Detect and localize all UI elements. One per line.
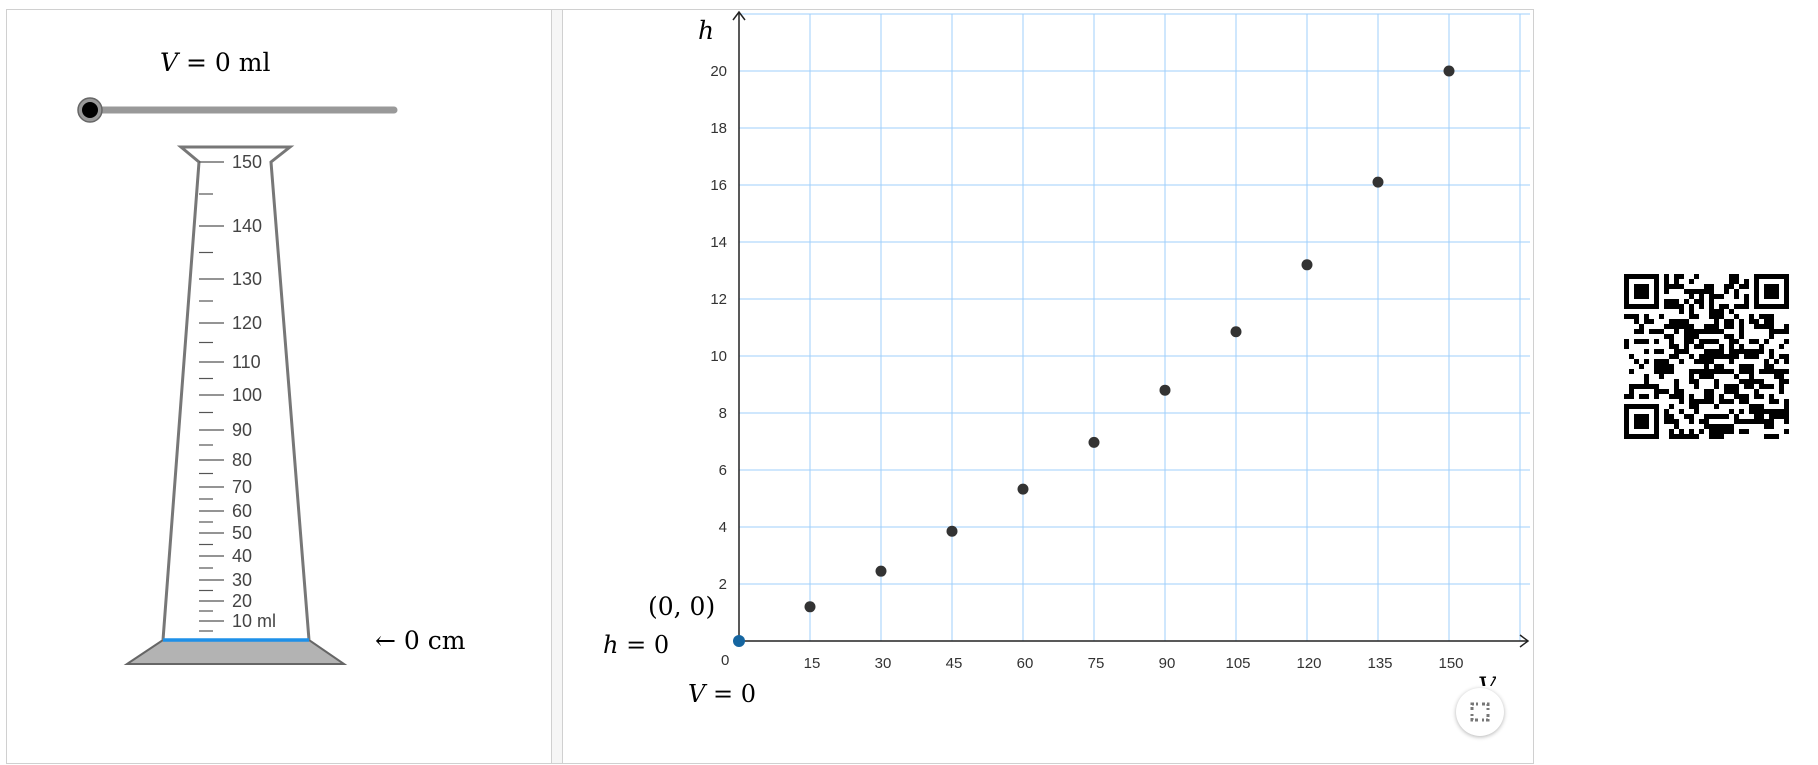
graduation-label: 20 [232, 591, 252, 611]
graduation-label: 110 [232, 352, 261, 372]
h-readout: h = 0 [603, 631, 670, 659]
x-axis-label: V [1478, 672, 1496, 686]
graduation-label: 100 [232, 385, 262, 405]
graduation-label: 90 [232, 420, 252, 440]
graduation-label: 120 [232, 313, 262, 333]
fullscreen-button[interactable] [1456, 688, 1504, 736]
graduation-label: 50 [232, 523, 252, 543]
graduation-label: 140 [232, 216, 262, 236]
graduation-label: 130 [232, 269, 262, 289]
cylinder-base [123, 639, 348, 665]
origin-coordinates-label: (0, 0) [648, 592, 716, 621]
height-readout: ← 0 cm [375, 626, 466, 655]
cylinder-graduations [199, 161, 224, 632]
graduation-label: 70 [232, 477, 252, 497]
graduation-label: 80 [232, 450, 252, 470]
cylinder-panel [6, 9, 552, 764]
qr-code-icon [1624, 274, 1789, 439]
graduation-label: 40 [232, 546, 252, 566]
origin-tick-label: 0 [721, 652, 730, 669]
graduation-label: 60 [232, 501, 252, 521]
graduation-label: 10 ml [232, 611, 276, 631]
graph-panel [562, 9, 1534, 764]
graduation-label: 150 [232, 152, 262, 172]
graduation-label: 30 [232, 570, 252, 590]
slider-handle-dot[interactable] [82, 102, 98, 118]
v-readout: V = 0 [688, 680, 756, 708]
expand-icon [1470, 702, 1490, 722]
volume-label: V = 0 ml [160, 48, 271, 77]
cylinder-outline [161, 145, 311, 641]
volume-slider[interactable] [77, 97, 398, 123]
y-axis-label: h [698, 16, 715, 45]
